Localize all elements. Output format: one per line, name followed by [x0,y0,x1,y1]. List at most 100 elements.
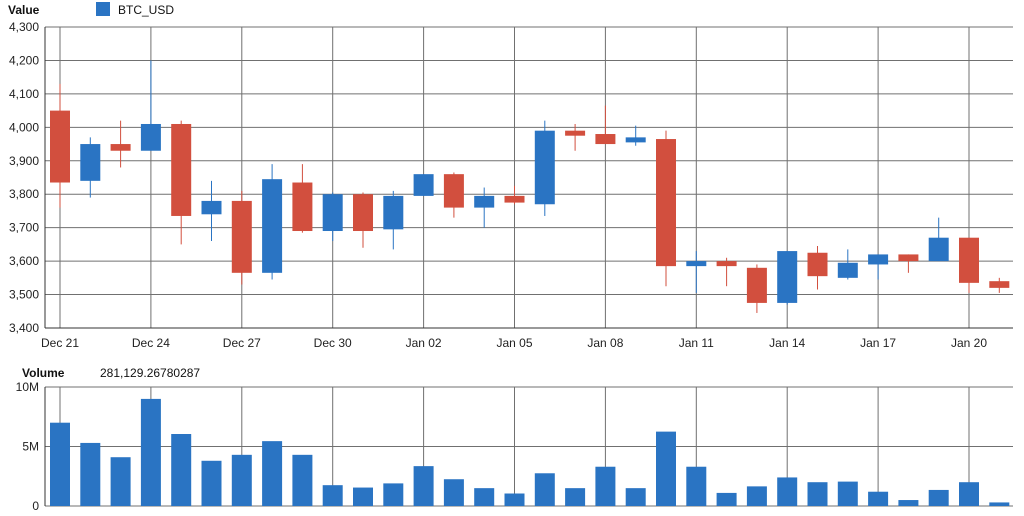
volume-panel: 0 5M 10M Volume 281,129.26780287 [16,366,1013,513]
candle-body [504,195,525,203]
volume-readout: 281,129.26780287 [100,366,200,380]
price-y-tick-label: 3,400 [9,321,39,335]
volume-bar[interactable] [140,398,161,506]
candle-up[interactable] [534,120,555,216]
candle-up[interactable] [201,180,222,242]
candle-up[interactable] [322,192,343,242]
volume-y-axis: 0 5M 10M [16,380,40,513]
volume-bar[interactable] [353,487,373,506]
volume-bar[interactable] [413,466,434,506]
volume-bar[interactable] [959,482,979,506]
candle-up[interactable] [837,249,858,280]
candle-up[interactable] [383,190,404,250]
candle-body [807,252,828,277]
candle-up[interactable] [80,137,101,198]
candle-body [716,261,737,267]
candle-body [201,200,222,215]
volume-bar[interactable] [746,486,767,506]
volume-bar[interactable] [686,466,707,506]
candle-down[interactable] [504,185,525,205]
candle-up[interactable] [140,60,161,151]
volume-bar[interactable] [625,488,646,506]
candle-body [140,123,161,151]
candle-body [80,144,101,181]
candle-down[interactable] [716,257,737,287]
price-panel: 3,400 3,500 3,600 3,700 3,800 3,900 4,000 4,100… [8,2,1013,350]
candle-body [868,254,889,265]
candle-down[interactable] [656,130,676,287]
candle-down[interactable] [989,277,1010,293]
volume-y-tick-label: 10M [16,380,39,394]
volume-bar[interactable] [171,434,192,506]
candle-down[interactable] [898,254,919,273]
volume-y-tick-label: 0 [32,499,39,513]
volume-bar[interactable] [534,473,555,506]
volume-bar[interactable] [716,492,737,506]
candle-down[interactable] [595,105,616,145]
candle-down[interactable] [231,190,252,285]
price-y-axis: 3,400 3,500 3,600 3,700 3,800 3,900 4,000 4,100… [9,20,39,335]
candle-body [565,130,586,136]
volume-bar[interactable] [928,489,949,506]
candle-down[interactable] [565,123,586,151]
candle-up[interactable] [625,125,646,146]
candle-body [322,194,343,232]
volume-bar[interactable] [322,485,343,506]
candle-down[interactable] [959,237,979,293]
volume-bars [50,398,1010,506]
candle-body [383,195,404,230]
volume-bar[interactable] [837,481,858,506]
candle-up[interactable] [262,164,283,280]
candle-down[interactable] [50,83,70,208]
candle-body [595,134,616,145]
candle-body [110,144,131,151]
volume-bar[interactable] [777,477,798,506]
volume-bar[interactable] [989,502,1010,506]
legend-label[interactable]: BTC_USD [118,3,174,17]
volume-bar[interactable] [474,488,495,506]
volume-bar[interactable] [656,431,676,506]
volume-bar[interactable] [110,457,131,506]
candle-body [959,237,979,283]
candle-down[interactable] [353,192,373,248]
price-x-tick-label: Jan 17 [860,336,896,350]
price-y-tick-label: 4,300 [9,20,39,34]
volume-bar[interactable] [443,479,464,506]
price-x-tick-label: Jan 14 [769,336,805,350]
volume-chart-title: Volume [22,366,65,380]
candle-up[interactable] [413,174,434,196]
price-y-tick-label: 4,100 [9,87,39,101]
candle-up[interactable] [686,251,707,293]
volume-bar[interactable] [595,466,616,506]
volume-bar[interactable] [504,493,525,506]
volume-bar[interactable] [50,422,70,506]
candle-body [989,281,1010,288]
volume-bar[interactable] [565,488,586,506]
candle-up[interactable] [928,217,949,262]
volume-bar[interactable] [262,441,283,506]
candle-down[interactable] [746,264,767,313]
candle-down[interactable] [807,246,828,290]
candle-down[interactable] [171,120,192,245]
candle-body [231,200,252,273]
candle-down[interactable] [443,172,464,218]
volume-bar[interactable] [80,442,101,506]
volume-bar[interactable] [201,460,222,506]
candle-up[interactable] [777,251,798,305]
volume-bar[interactable] [383,483,404,506]
candle-down[interactable] [110,120,131,168]
price-y-tick-label: 3,700 [9,221,39,235]
volume-bar[interactable] [231,454,252,506]
candle-up[interactable] [868,254,889,280]
volume-bar[interactable] [807,482,828,506]
price-x-tick-label: Dec 27 [223,336,261,350]
price-candles [50,60,1010,313]
legend-swatch[interactable] [96,2,110,16]
volume-bar[interactable] [898,500,919,506]
candle-down[interactable] [292,164,313,233]
candle-body [413,174,434,196]
volume-bar[interactable] [868,491,889,506]
candle-body [837,262,858,278]
volume-bar[interactable] [292,454,313,506]
candle-up[interactable] [474,187,495,228]
